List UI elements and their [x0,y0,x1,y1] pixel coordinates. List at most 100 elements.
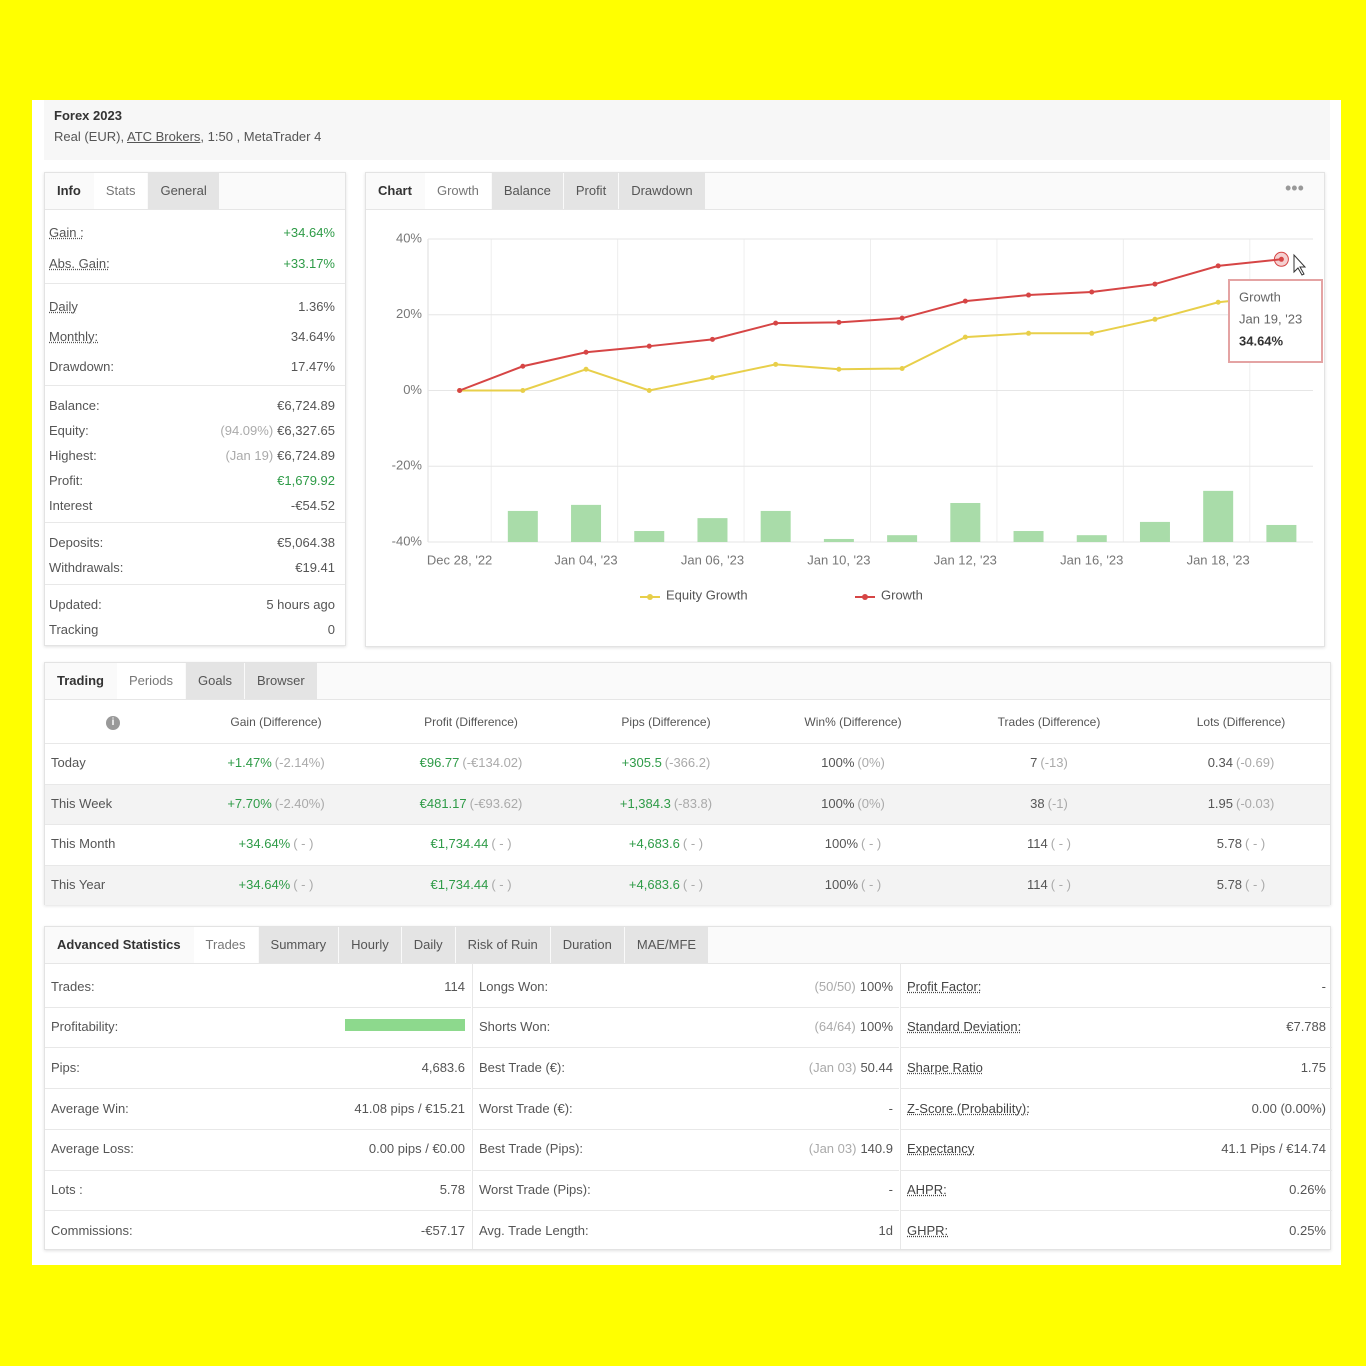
account-details: , 1:50 , MetaTrader 4 [200,129,322,144]
panel-title: Info [45,173,93,209]
trading-panel: Trading Periods Goals Browser i Gain (Differe… [44,662,1331,905]
stat-row: Longs Won: (50/50) 100% [479,966,893,1006]
cell-diff: ( - ) [861,836,882,851]
period-cell: +34.64%( - ) [176,877,376,892]
period-cell: 1.95 (-0.03) [1141,796,1341,811]
stat-label: Best Trade (€): [479,1059,565,1075]
stat-row: Abs. Gain: +33.17% [49,248,335,279]
cell-diff: ( - ) [682,836,704,851]
stat-value-wrap: (Jan 03) 50.44 [809,1060,893,1075]
separator [45,1169,471,1171]
tab[interactable]: Risk of Ruin [455,927,550,963]
tab[interactable]: Growth [424,173,491,209]
stat-value: -€57.17 [420,1222,465,1238]
stat-row: Withdrawals: €19.41 [49,555,335,580]
tab[interactable]: Daily [401,927,455,963]
stat-label: Daily [49,298,78,314]
stat-label: Standard Deviation: [907,1019,1022,1035]
period-label: Today [51,755,86,770]
separator [45,1128,471,1130]
menu-dots[interactable]: ••• [1285,178,1304,198]
tab[interactable]: Profit [563,173,619,209]
stat-label: Pips: [51,1059,80,1075]
cell-diff: (-€134.02) [462,755,523,770]
stat-label: Profit: [49,473,83,488]
separator [45,385,345,386]
separator [473,1169,899,1171]
cell-value: +34.64% [238,876,291,892]
stat-label: Interest [49,498,93,513]
column-header: Pips (Difference) [621,715,711,729]
column-header: Profit (Difference) [424,715,518,729]
stat-value: 140.9 [860,1141,893,1157]
stat-value: €6,724.89 [277,448,335,463]
tab[interactable]: Balance [491,173,563,209]
cell-diff: (0%) [857,755,885,770]
stat-row: Average Loss: 0.00 pips / €0.00 [51,1129,465,1169]
stat-row: Interest -€54.52 [49,493,335,518]
account-type: Real (EUR), [54,129,125,144]
period-cell: +305.5 (-366.2) [566,755,766,770]
tab[interactable]: Summary [258,927,339,963]
stat-label: AHPR: [907,1182,947,1197]
tab-bar: Chart Growth Balance Profit Drawdown [366,173,1324,210]
stat-row: Z-Score (Probability): 0.00 (0.00%) [907,1088,1326,1128]
separator [473,1047,899,1049]
column-divider [472,963,473,1249]
cell-value: +34.64% [238,836,291,851]
tab[interactable]: General [148,173,219,209]
stat-value-wrap: 41.08 pips / €15.21 [354,1101,465,1116]
column-divider [900,963,901,1249]
tab[interactable]: MAE/MFE [624,927,709,963]
cell-diff: (-0.03) [1236,795,1275,811]
stat-value-wrap: -€54.52 [291,498,335,513]
row-highlight [45,783,1330,824]
stat-value: -€54.52 [290,498,335,513]
separator [901,1169,1332,1171]
stat-label: Worst Trade (Pips): [479,1182,591,1197]
stat-label: Lots : [51,1182,83,1197]
cell-value: 114 [1027,876,1048,892]
stat-value-wrap: €7.788 [1286,1019,1326,1034]
cell-value: €96.77 [419,755,460,770]
stat-row: GHPR: 0.25% [907,1210,1326,1250]
account-line: Real (EUR), ATC Brokers, 1:50 , MetaTrad… [54,129,321,144]
stat-value: 0.00 (0.00%) [1251,1100,1326,1116]
stat-label: Longs Won: [479,978,549,994]
cell-diff: (-13) [1040,755,1068,770]
stat-value: 41.1 Pips / €14.74 [1221,1141,1326,1157]
stat-value-wrap: 114 [444,979,465,994]
separator [45,522,345,523]
chart-panel: Chart Growth Balance Profit Drawdown [365,172,1325,647]
cell-value: 100% [824,836,859,851]
tab[interactable]: Stats [93,173,148,209]
broker-link[interactable]: ATC Brokers [126,129,201,144]
cell-diff: ( - ) [861,876,882,892]
tab[interactable]: Browser [245,663,317,699]
tab[interactable]: Trades [193,927,258,963]
stat-value-wrap: (64/64) 100% [815,1019,893,1034]
cell-value: +1,384.3 [619,795,671,811]
panel-title: Trading [45,663,116,699]
tab-bar: Info Stats General [45,173,345,210]
stat-label: Equity: [49,423,89,438]
tab[interactable]: Goals [186,663,244,699]
tab[interactable]: Hourly [339,927,401,963]
stat-value-wrap: - [1322,979,1326,994]
stat-value: 100% [859,1019,893,1035]
stat-value: €5,064.38 [277,535,335,550]
stat-value-wrap: -€57.17 [421,1223,465,1238]
cell-value: 100% [821,755,855,770]
stat-value-wrap: 4,683.6 [422,1060,465,1075]
stat-value: - [888,1182,893,1197]
separator [45,824,1330,825]
tab[interactable]: Drawdown [619,173,705,209]
cell-diff: ( - ) [491,876,512,892]
separator [45,783,1330,785]
separator [45,743,1330,744]
stat-value: 41.08 pips / €15.21 [354,1100,465,1116]
tab[interactable]: Periods [116,663,186,699]
cell-diff: (-366.2) [664,755,711,770]
tab[interactable]: Duration [550,927,624,963]
period-cell: 5.78( - ) [1141,877,1341,892]
